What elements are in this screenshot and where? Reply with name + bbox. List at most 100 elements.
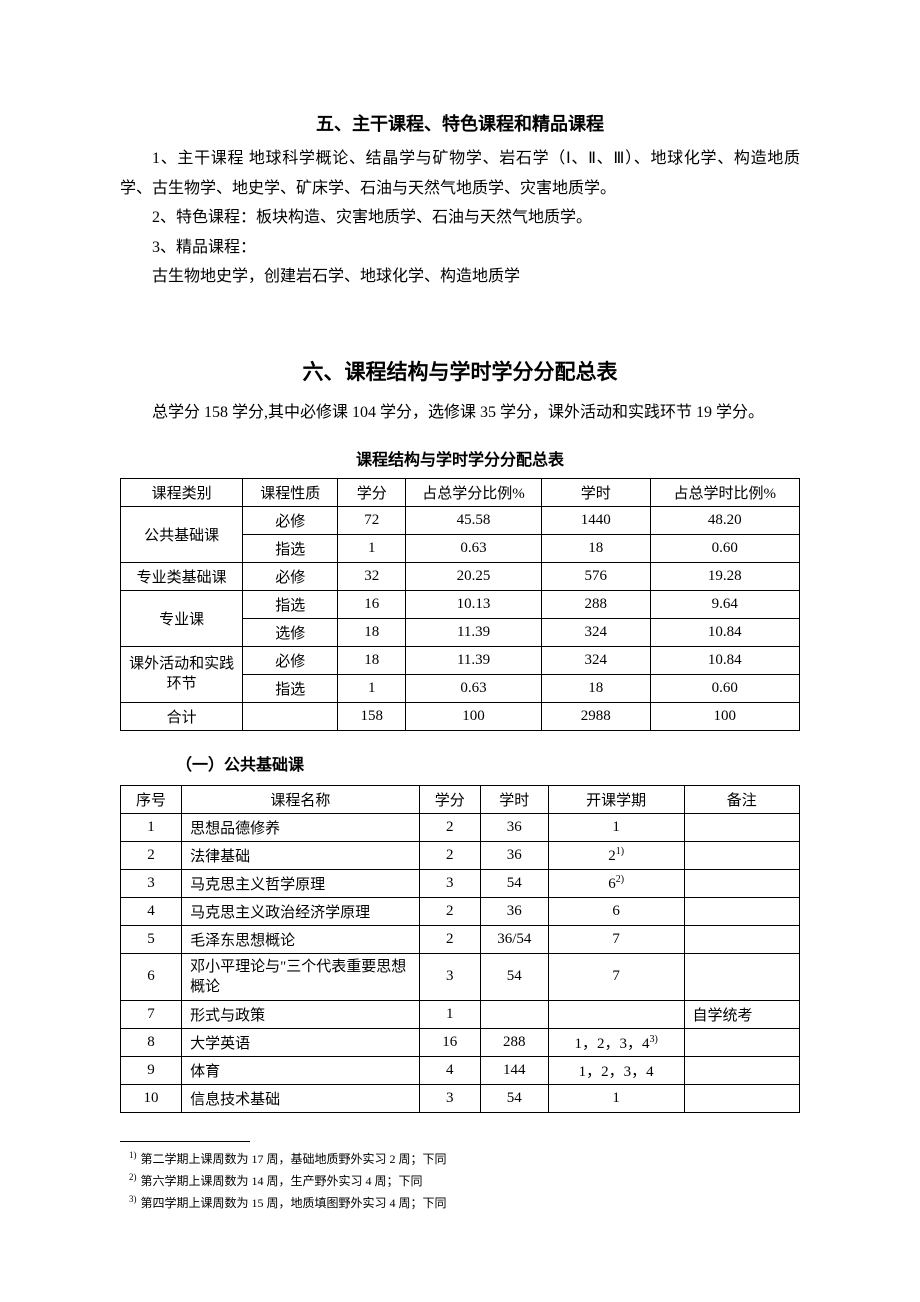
nature-cell: 必修 [243,562,338,590]
note-cell: 自学统考 [684,1001,799,1029]
table1-h2: 课程性质 [243,478,338,506]
table-row: 2 法律基础 2 36 21) [121,841,800,869]
table1-h4: 占总学分比例% [406,478,542,506]
hours-cell: 144 [480,1057,548,1085]
hpct-cell: 10.84 [650,618,799,646]
credit-cell: 158 [338,702,406,730]
hours-cell: 54 [480,1085,548,1113]
table-row: 课外活动和实践 环节 必修 18 11.39 324 10.84 [121,646,800,674]
credit-cell: 3 [419,869,480,897]
seq-cell: 6 [121,953,182,1001]
t2-h4: 学时 [480,785,548,813]
cpct-cell: 0.63 [406,534,542,562]
footnote-2: 2)第六学期上课周数为 14 周，生产野外实习 4 周；下同 [120,1170,800,1192]
term-text: 1，2，3，4 [574,1036,649,1052]
hours-cell [480,1001,548,1029]
table1-header-row: 课程类别 课程性质 学分 占总学分比例% 学时 占总学时比例% [121,478,800,506]
note-cell [684,841,799,869]
section5-p1: 1、主干课程 地球科学概论、结晶学与矿物学、岩石学（Ⅰ、Ⅱ、Ⅲ）、地球化学、构造… [120,144,800,203]
credit-cell: 2 [419,925,480,953]
t2-h3: 学分 [419,785,480,813]
t2-h6: 备注 [684,785,799,813]
table-row: 专业课 指选 16 10.13 288 9.64 [121,590,800,618]
footnote-label: 1) [129,1150,137,1160]
table-row: 9 体育 4 144 1，2，3，4 [121,1057,800,1085]
hours-cell: 1440 [541,506,650,534]
sub1-title: （一）公共基础课 [120,751,800,775]
hours-cell: 288 [541,590,650,618]
credit-cell: 72 [338,506,406,534]
hours-cell: 36 [480,813,548,841]
nature-cell: 选修 [243,618,338,646]
table1-title: 课程结构与学时学分分配总表 [120,446,800,470]
note-cell [684,869,799,897]
credit-cell: 1 [419,1001,480,1029]
term-cell: 62) [548,869,684,897]
cat-line2: 环节 [167,676,197,692]
nature-cell: 指选 [243,534,338,562]
note-cell [684,953,799,1001]
cat-cell: 课外活动和实践 环节 [121,646,243,702]
footnote-text: 第六学期上课周数为 14 周，生产野外实习 4 周；下同 [141,1174,423,1188]
credit-cell: 3 [419,1085,480,1113]
hpct-cell: 0.60 [650,534,799,562]
term-cell: 1，2，3，4 [548,1057,684,1085]
credit-cell: 32 [338,562,406,590]
table-row: 6 邓小平理论与"三个代表重要思想概论 3 54 7 [121,953,800,1001]
table1-h1: 课程类别 [121,478,243,506]
cpct-cell: 11.39 [406,646,542,674]
table-row: 4 马克思主义政治经济学原理 2 36 6 [121,897,800,925]
hours-cell: 18 [541,674,650,702]
hours-cell: 54 [480,869,548,897]
note-cell [684,813,799,841]
hpct-cell: 19.28 [650,562,799,590]
table-row: 公共基础课 必修 72 45.58 1440 48.20 [121,506,800,534]
term-cell: 7 [548,925,684,953]
public-basic-table: 序号 课程名称 学分 学时 开课学期 备注 1 思想品德修养 2 36 1 2 … [120,785,800,1114]
footnote-ref-icon: 1) [616,846,624,857]
credit-cell: 18 [338,646,406,674]
cat-cell: 合计 [121,702,243,730]
hours-cell: 576 [541,562,650,590]
footnote-1: 1)第二学期上课周数为 17 周，基础地质野外实习 2 周；下同 [120,1148,800,1170]
table1-h6: 占总学时比例% [650,478,799,506]
note-cell [684,1085,799,1113]
hours-cell: 36/54 [480,925,548,953]
cpct-cell: 100 [406,702,542,730]
term-cell: 6 [548,897,684,925]
footnotes: 1)第二学期上课周数为 17 周，基础地质野外实习 2 周；下同 2)第六学期上… [120,1141,800,1214]
table-row: 7 形式与政策 1 自学统考 [121,1001,800,1029]
section6-body: 总学分 158 学分,其中必修课 104 学分，选修课 35 学分，课外活动和实… [120,398,800,428]
seq-cell: 3 [121,869,182,897]
credit-cell: 16 [419,1029,480,1057]
section5-heading: 五、主干课程、特色课程和精品课程 [120,110,800,136]
table2-header-row: 序号 课程名称 学分 学时 开课学期 备注 [121,785,800,813]
table1-h5: 学时 [541,478,650,506]
hours-cell: 2988 [541,702,650,730]
table1-h3: 学分 [338,478,406,506]
credit-cell: 1 [338,674,406,702]
t2-h2: 课程名称 [182,785,420,813]
seq-cell: 10 [121,1085,182,1113]
term-cell: 1 [548,1085,684,1113]
name-cell: 马克思主义哲学原理 [182,869,420,897]
term-cell: 21) [548,841,684,869]
cat-cell: 专业课 [121,590,243,646]
seq-cell: 7 [121,1001,182,1029]
nature-cell: 必修 [243,646,338,674]
cat-line1: 课外活动和实践 [129,656,234,672]
section5-p4: 古生物地史学，创建岩石学、地球化学、构造地质学 [120,262,800,292]
footnote-text: 第四学期上课周数为 15 周，地质填图野外实习 4 周；下同 [141,1196,447,1210]
note-cell [684,897,799,925]
seq-cell: 9 [121,1057,182,1085]
seq-cell: 5 [121,925,182,953]
table-row: 3 马克思主义哲学原理 3 54 62) [121,869,800,897]
hpct-cell: 0.60 [650,674,799,702]
footnote-ref-icon: 2) [616,874,624,885]
nature-cell: 必修 [243,506,338,534]
hpct-cell: 100 [650,702,799,730]
name-cell: 邓小平理论与"三个代表重要思想概论 [182,953,420,1001]
term-cell: 1 [548,813,684,841]
note-cell [684,1029,799,1057]
footnote-ref-icon: 3) [649,1034,657,1045]
